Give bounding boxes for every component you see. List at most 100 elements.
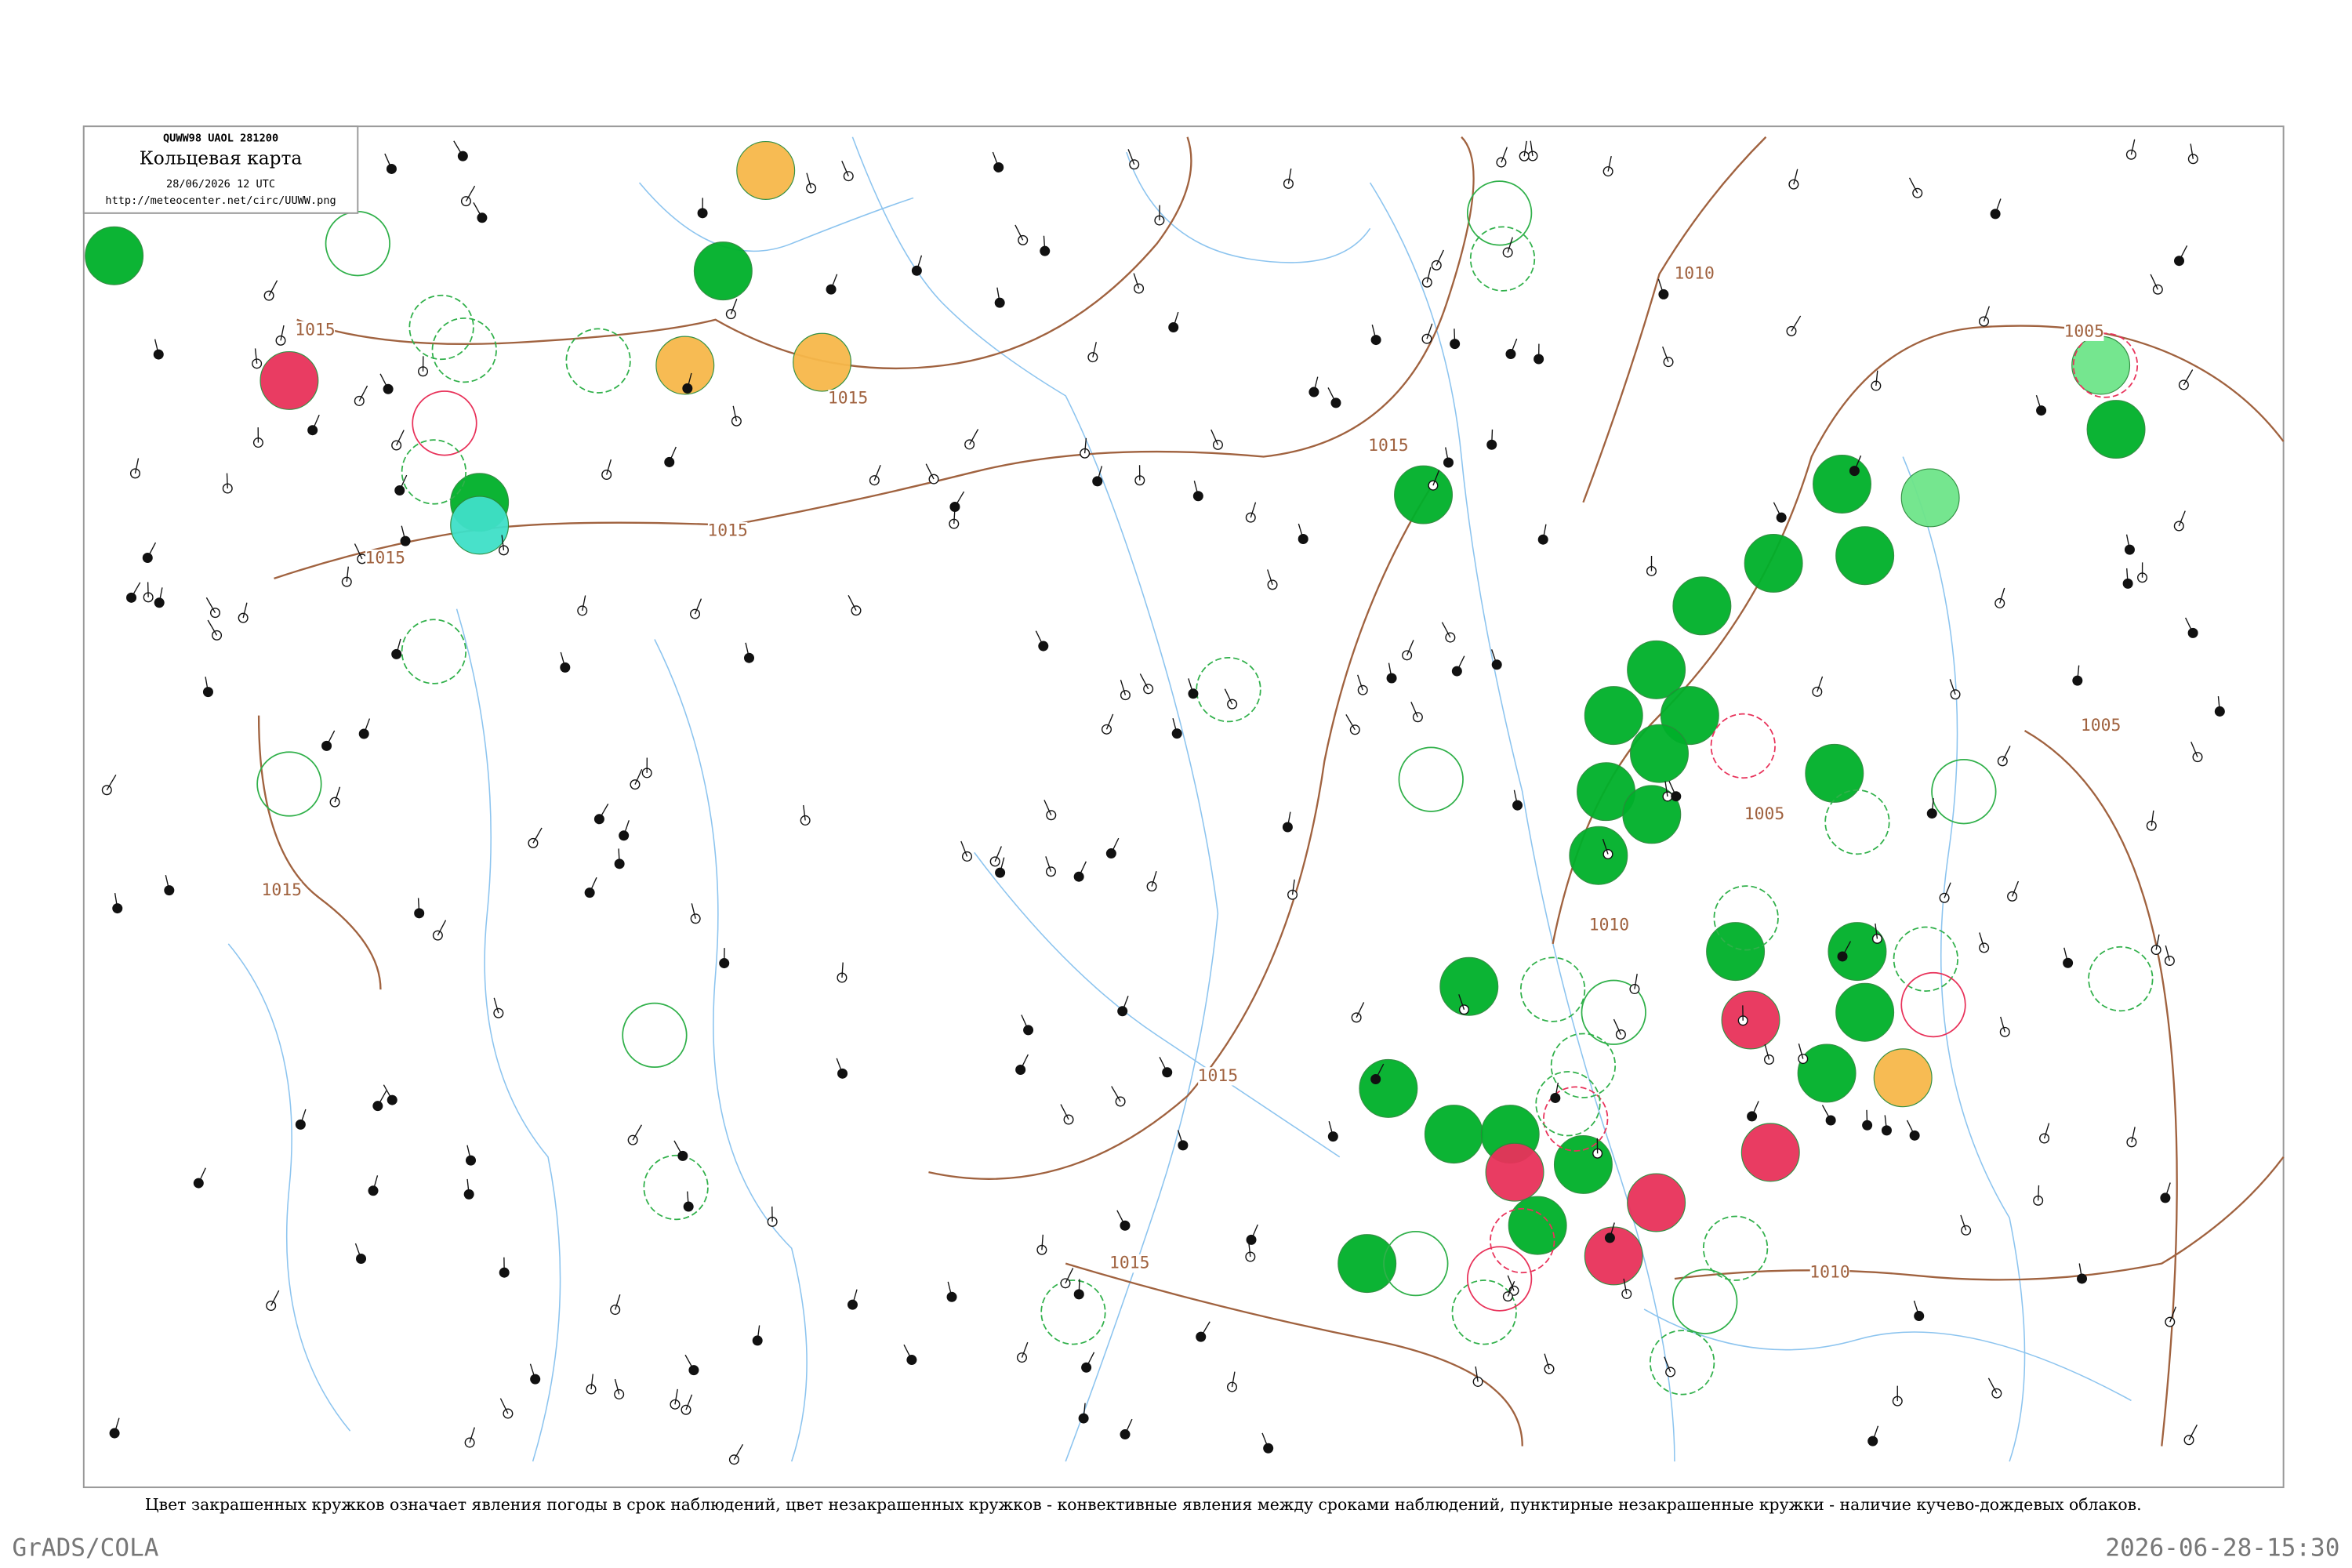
wind-barb	[1454, 328, 1456, 344]
wind-barb	[1327, 387, 1337, 404]
wind-barb	[1375, 1063, 1385, 1080]
isobar-label-bg	[2064, 322, 2104, 341]
wind-barb	[1960, 1214, 1967, 1231]
wind-barb	[1250, 502, 1257, 518]
weather-circle	[793, 332, 852, 392]
weather-circle	[260, 350, 319, 410]
station-dot	[2192, 752, 2203, 763]
wind-barb	[806, 172, 812, 189]
wind-barb	[1507, 237, 1513, 253]
convective-ring	[1900, 971, 1966, 1038]
convective-ring	[412, 390, 477, 456]
convective-ring	[401, 619, 467, 684]
wind-barb	[730, 298, 738, 314]
weather-circle	[736, 141, 796, 200]
wind-barb	[399, 474, 408, 491]
wind-barb	[1224, 688, 1233, 705]
convective-ring	[1519, 956, 1586, 1022]
wind-barb	[280, 325, 285, 341]
station-dot	[1621, 1288, 1632, 1299]
wind-barb	[1287, 168, 1292, 184]
station-dot	[2178, 379, 2189, 390]
wind-barb	[1250, 1224, 1258, 1240]
weather-circle	[1835, 526, 1895, 586]
isobar-labels: 1015 1015 1015 1015 1015 1015 1015 1015 1010 1010…	[262, 264, 2122, 1283]
convective-ring	[1649, 1330, 1715, 1396]
wind-barb	[1078, 861, 1087, 877]
wind-barb	[2190, 741, 2198, 757]
weather-circle	[1900, 468, 1960, 528]
wind-barb	[1345, 714, 1356, 731]
isobar-label-bg	[261, 881, 302, 900]
convective-ring	[1710, 713, 1776, 779]
station-dot	[2174, 256, 2185, 267]
weather-circle	[1569, 826, 1628, 885]
convective-ring	[1702, 1215, 1769, 1281]
wind-barb	[1458, 994, 1465, 1010]
legend-frame	[82, 125, 359, 214]
wind-barb	[1609, 1222, 1615, 1239]
isobar-label: 1010	[1674, 264, 1714, 284]
wind-barb	[1313, 376, 1319, 393]
station-dot	[1045, 866, 1056, 877]
wind-barb	[1773, 502, 1782, 518]
weather-circle	[1394, 465, 1454, 524]
station-dot	[1101, 724, 1112, 735]
wind-barb	[2169, 1306, 2176, 1323]
wind-barb	[384, 153, 393, 169]
isobar-label-bg	[1809, 1263, 1850, 1282]
weather-circle	[1740, 1123, 1800, 1182]
wind-barb	[396, 638, 401, 655]
wind-barb	[992, 151, 1000, 168]
wind-barb	[2188, 1425, 2198, 1441]
convective-ring	[1466, 1246, 1533, 1312]
station-dot	[1502, 247, 1513, 258]
station-dot	[2039, 1133, 2050, 1144]
weather-circle	[1439, 956, 1499, 1016]
wind-barb	[999, 857, 1005, 873]
isobar-label-bg	[1368, 437, 1409, 456]
wind-barb	[325, 730, 336, 746]
convective-ring	[1466, 180, 1533, 246]
wind-barb	[205, 677, 209, 692]
wind-barb	[1913, 1300, 1920, 1316]
wind-barb	[757, 1325, 760, 1341]
station-dot	[1226, 1381, 1238, 1392]
legend-date: 28/06/2026 12 UTC	[166, 178, 275, 191]
wind-barb	[1041, 1234, 1044, 1250]
wind-barb	[606, 459, 612, 475]
wind-barb	[1664, 781, 1668, 797]
station-dot	[154, 597, 165, 608]
wind-barb	[379, 373, 389, 390]
isobar-label-bg	[1109, 1254, 1150, 1273]
wind-barb	[1086, 1352, 1095, 1368]
wind-barb	[1110, 837, 1120, 854]
wind-barb	[1328, 1121, 1334, 1137]
wind-barb	[2190, 143, 2194, 159]
weather-circle	[1706, 922, 1766, 982]
wind-barb	[614, 1378, 620, 1395]
wind-barb	[1172, 718, 1178, 734]
wind-barb	[732, 405, 738, 422]
station-dot	[1327, 1131, 1338, 1142]
wind-barb	[532, 827, 543, 844]
convective-ring	[256, 751, 322, 817]
station-dot	[806, 183, 817, 194]
wind-barb	[1105, 713, 1114, 730]
wind-barb	[1793, 169, 1798, 185]
isobar-label: 1015	[1368, 436, 1408, 456]
wind-barb	[1662, 347, 1669, 362]
wind-barb	[147, 542, 157, 558]
wind-barb	[2037, 1185, 2040, 1201]
weather-circle	[1744, 533, 1803, 593]
wind-barb	[1798, 1043, 1804, 1059]
station-dot	[275, 335, 286, 346]
station-dot	[928, 474, 939, 485]
wind-barb	[560, 652, 566, 668]
weather-circle	[1797, 1044, 1857, 1103]
wind-barb	[130, 582, 141, 598]
wind-barb	[147, 582, 149, 597]
wind-barb	[1764, 1044, 1770, 1060]
wind-barb	[1634, 974, 1638, 989]
wind-barb	[1291, 879, 1295, 895]
